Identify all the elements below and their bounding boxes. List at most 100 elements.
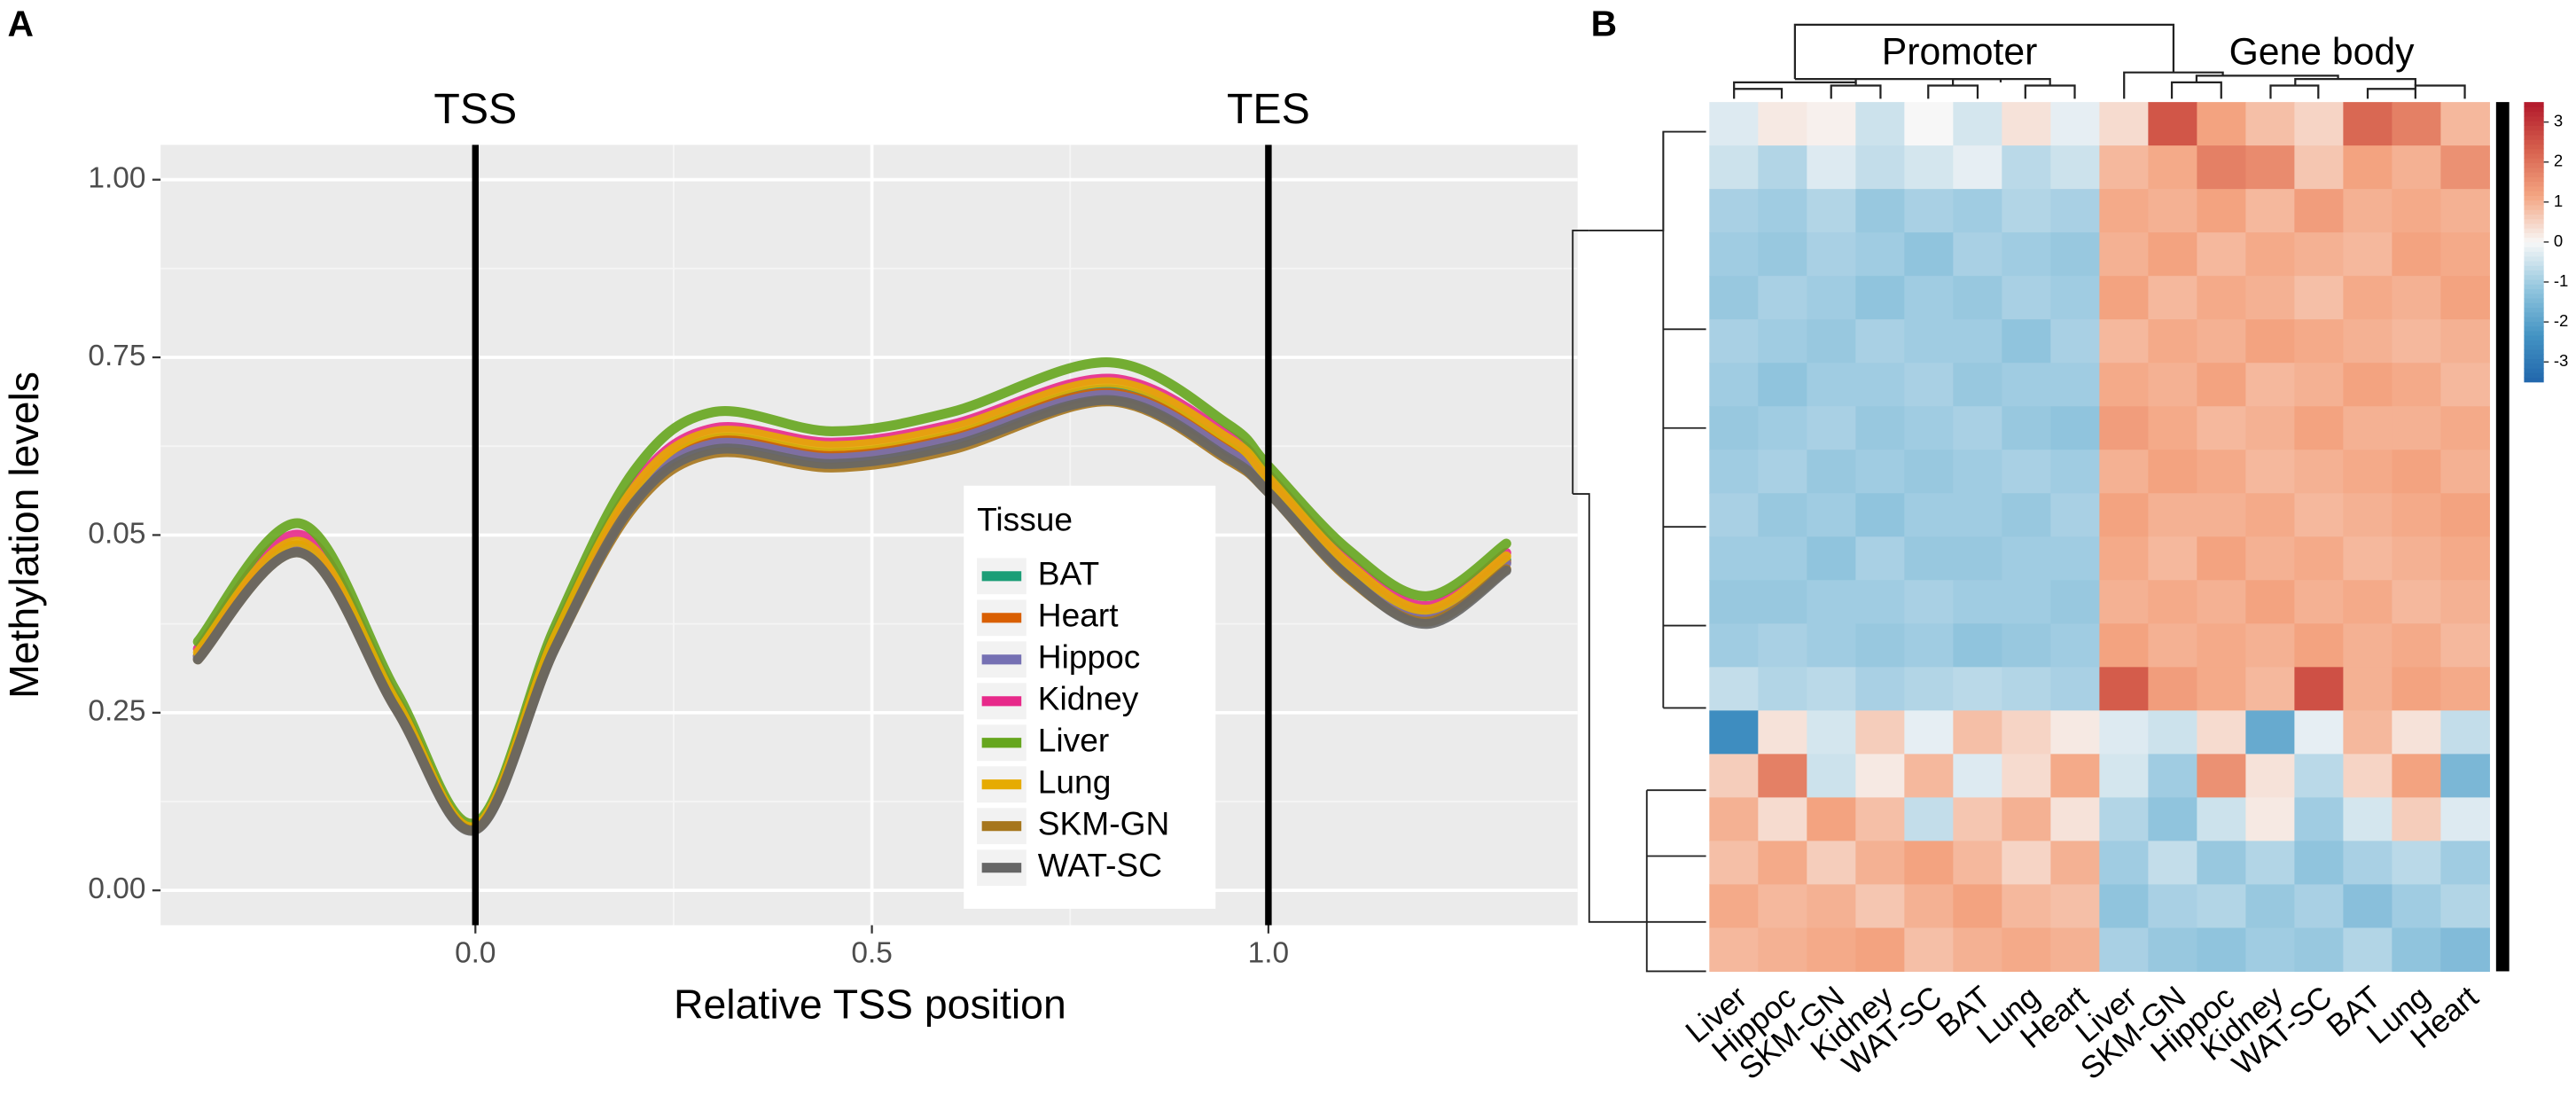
colorbar-step xyxy=(2524,218,2544,224)
heatmap-cell xyxy=(2440,232,2490,277)
heatmap-cell xyxy=(1953,363,2002,407)
heatmap-cell xyxy=(2440,276,2490,320)
heatmap-cell xyxy=(1953,623,2002,668)
heatmap-cell xyxy=(1807,623,1856,668)
heatmap-cell xyxy=(1709,667,1759,711)
heatmap-cell xyxy=(2002,493,2051,537)
heatmap-cell xyxy=(2002,754,2051,798)
legend-label: Liver xyxy=(1038,722,1109,759)
colorbar-step xyxy=(2524,358,2544,364)
heatmap-cell xyxy=(2343,493,2393,537)
heatmap-cell xyxy=(2245,884,2295,929)
y-tick-label: 0.75 xyxy=(88,340,145,372)
heatmap-cell xyxy=(2002,667,2051,711)
heatmap-cell xyxy=(2050,884,2100,929)
heatmap-cell xyxy=(2245,450,2295,494)
heatmap-cell xyxy=(2245,493,2295,537)
heatmap-cell xyxy=(2392,319,2441,364)
heatmap-cell xyxy=(2343,927,2393,973)
heatmap-cell xyxy=(1953,841,2002,885)
x-axis-title: Relative TSS position xyxy=(674,982,1066,1028)
colorbar-step xyxy=(2524,317,2544,322)
heatmap-cell xyxy=(2148,927,2197,973)
heatmap-cell xyxy=(1807,884,1856,929)
colorbar-step xyxy=(2524,340,2544,346)
heatmap-cell xyxy=(1953,710,2002,755)
heatmap-cell xyxy=(2002,710,2051,755)
heatmap-cell xyxy=(2343,797,2393,841)
colorbar-step xyxy=(2524,121,2544,126)
colorbar-step xyxy=(2524,321,2544,327)
heatmap-cell xyxy=(1709,493,1759,537)
heatmap-cell xyxy=(1758,276,1807,320)
heatmap-cell xyxy=(2440,884,2490,929)
heatmap-cell xyxy=(1855,102,1905,146)
heatmap-cell xyxy=(2343,189,2393,233)
colorbar-step xyxy=(2524,158,2544,164)
heatmap-cell xyxy=(1709,580,1759,624)
heatmap-cell xyxy=(2392,927,2441,973)
colorbar-step xyxy=(2524,134,2544,140)
heatmap-cell xyxy=(2343,710,2393,755)
heatmap-cell xyxy=(1807,145,1856,190)
heatmap-cell xyxy=(2002,276,2051,320)
heatmap-cell xyxy=(2197,406,2246,450)
heatmap-cell xyxy=(2099,493,2149,537)
heatmap-cell xyxy=(1953,189,2002,233)
colorbar-tick-label: 0 xyxy=(2554,231,2563,250)
heatmap-cell xyxy=(2392,102,2441,146)
heatmap-cell xyxy=(2392,276,2441,320)
colorbar-step xyxy=(2524,325,2544,332)
heatmap-cell xyxy=(1807,493,1856,537)
heatmap-cell xyxy=(2245,667,2295,711)
heatmap-cell xyxy=(2440,710,2490,755)
heatmap-cell xyxy=(2440,319,2490,364)
y-tick-label: 0.05 xyxy=(88,517,145,550)
heatmap-cell xyxy=(1855,406,1905,450)
colorbar-step xyxy=(2524,311,2544,317)
y-tick-label: 0.25 xyxy=(88,695,145,728)
heatmap-cell xyxy=(1953,493,2002,537)
heatmap-cell xyxy=(2440,406,2490,450)
heatmap-cell xyxy=(2294,450,2344,494)
heatmap-cell xyxy=(2392,623,2441,668)
legend-label: Lung xyxy=(1038,763,1112,801)
colorbar-step xyxy=(2524,330,2544,336)
heatmap-cell xyxy=(1953,754,2002,798)
heatmap-cell xyxy=(1807,710,1856,755)
heatmap-cell xyxy=(2050,841,2100,885)
heatmap-cell xyxy=(2002,536,2051,581)
heatmap-cell xyxy=(2245,841,2295,885)
heatmap-cell xyxy=(2148,841,2197,885)
heatmap-cell xyxy=(2148,536,2197,581)
heatmap-cell xyxy=(2392,580,2441,624)
heatmap-cell xyxy=(2197,232,2246,277)
heatmap-cell xyxy=(1807,580,1856,624)
heatmap-cell xyxy=(1807,450,1856,494)
heatmap-cell xyxy=(2002,189,2051,233)
heatmap-cell xyxy=(2294,927,2344,973)
column-dendrogram xyxy=(1733,23,2466,99)
colorbar-step xyxy=(2524,363,2544,369)
heatmap-cell xyxy=(1904,232,1954,277)
heatmap-cell xyxy=(2148,580,2197,624)
heatmap-cell xyxy=(1807,102,1856,146)
heatmap-cell xyxy=(2148,363,2197,407)
heatmap-cell xyxy=(1758,232,1807,277)
heatmap-cell xyxy=(2099,276,2149,320)
heatmap-cell xyxy=(2050,406,2100,450)
colorbar-step xyxy=(2524,302,2544,309)
x-tick-label: 0.5 xyxy=(851,937,892,970)
heatmap-cell xyxy=(2148,102,2197,146)
heatmap-cell xyxy=(2197,189,2246,233)
legend-label: Kidney xyxy=(1038,680,1139,717)
colorbar-step xyxy=(2524,260,2544,266)
heatmap-cell xyxy=(2148,145,2197,190)
heatmap-cell xyxy=(2099,667,2149,711)
heatmap-cell xyxy=(2392,450,2441,494)
heatmap-cell xyxy=(2002,797,2051,841)
heatmap-cell xyxy=(1758,797,1807,841)
colorbar-step xyxy=(2524,255,2544,262)
heatmap-cell xyxy=(2392,145,2441,190)
